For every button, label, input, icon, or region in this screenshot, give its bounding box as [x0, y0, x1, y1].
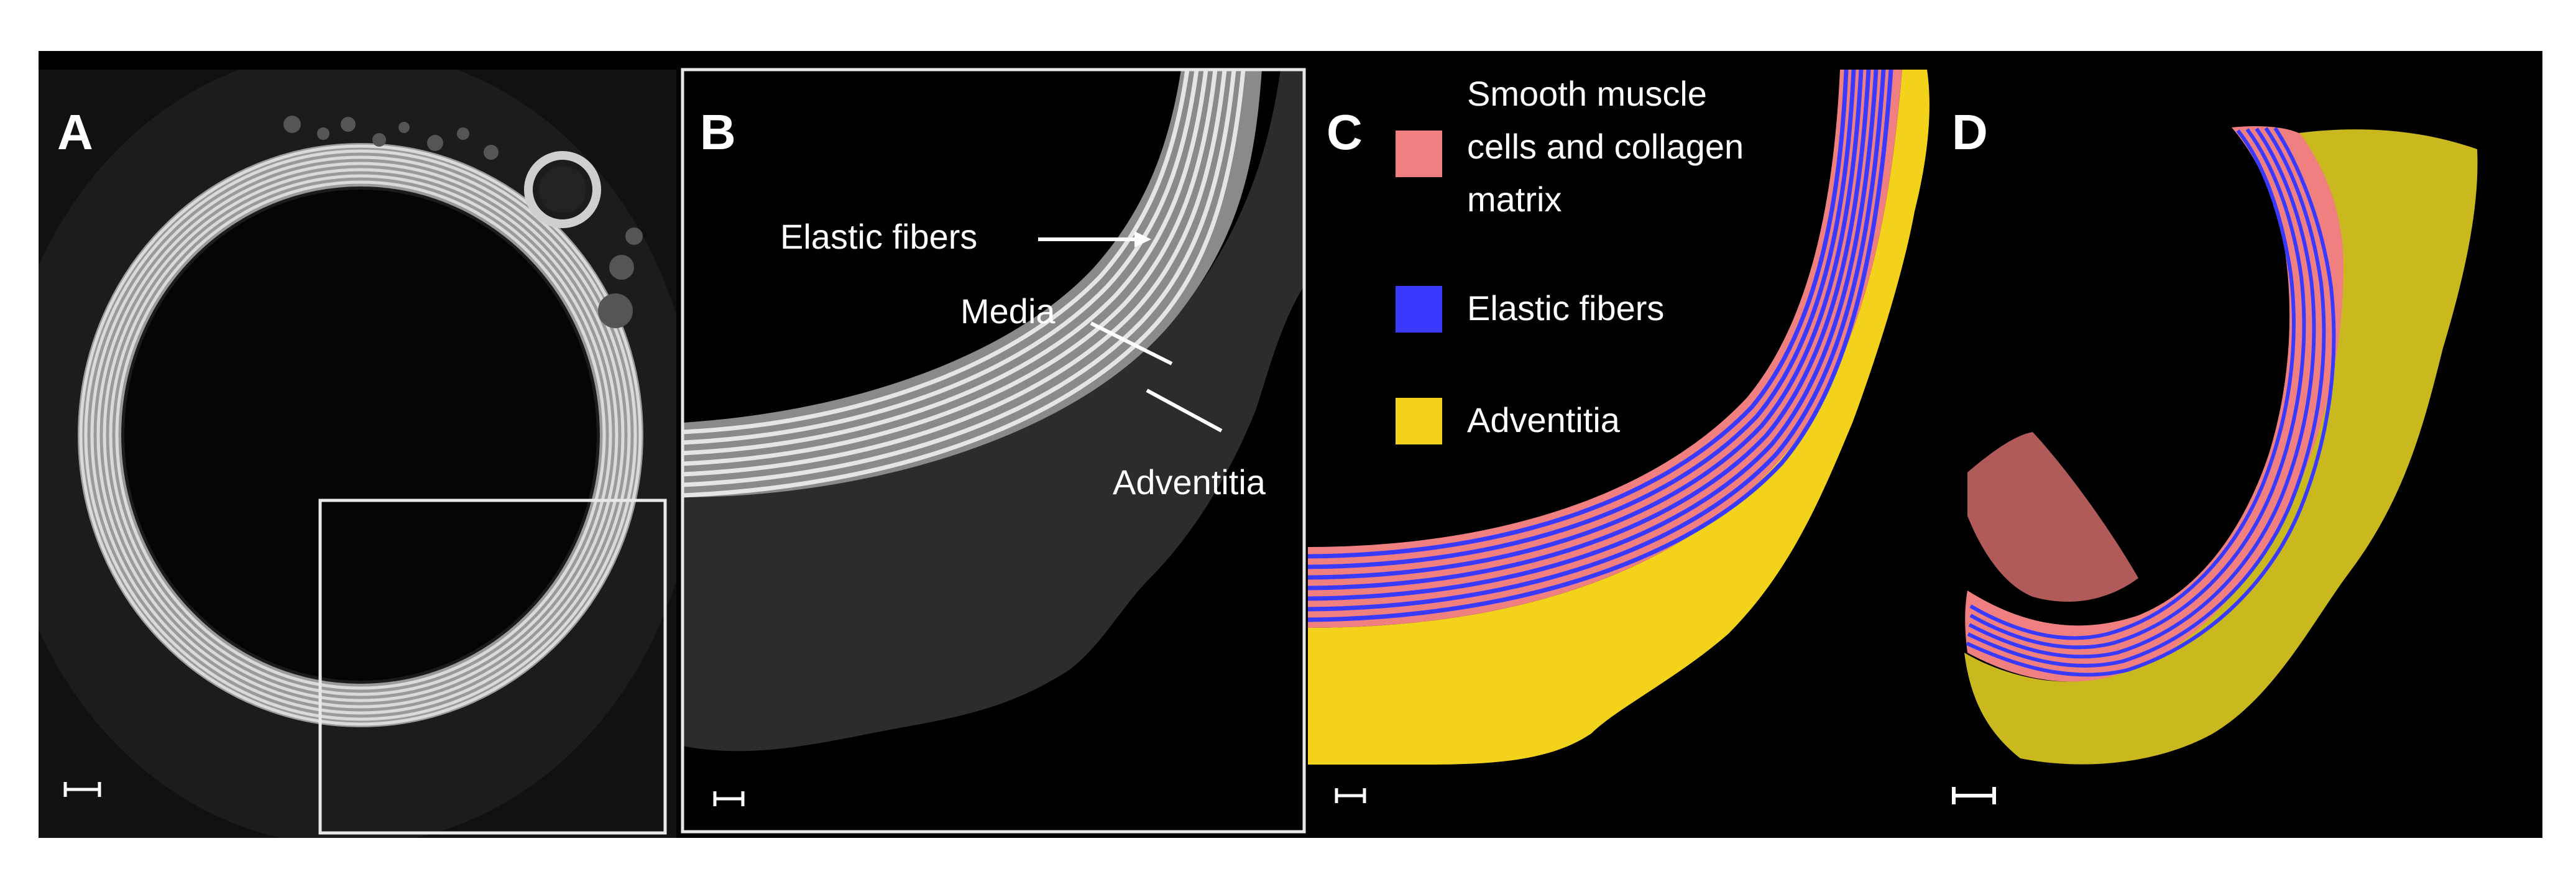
- legend-label-smooth-muscle-line2: cells and collagen: [1467, 127, 1744, 166]
- elastic-fibers-c: [1308, 69, 1893, 622]
- panel-c-letter: C: [1327, 104, 1363, 160]
- legend-swatch-adventitia: [1396, 398, 1442, 444]
- panel-d-letter: D: [1952, 104, 1988, 160]
- panel-a-letter: A: [57, 104, 93, 160]
- cut-face-d: [1967, 432, 2138, 602]
- legend-swatch-elastic-fibers: [1396, 286, 1442, 333]
- elastic-lamellae-a: [79, 144, 642, 726]
- legend-label-smooth-muscle-line1: Smooth muscle: [1467, 74, 1707, 113]
- panel-b: [683, 70, 1304, 838]
- legend-label-smooth-muscle-line3: matrix: [1467, 180, 1562, 219]
- annotation-elastic-fibers: Elastic fibers: [780, 217, 977, 256]
- legend-c: Smooth muscle cells and collagen matrix …: [1396, 74, 1744, 444]
- scale-bar-b: [713, 791, 745, 806]
- scale-bar-a: [63, 782, 101, 797]
- legend-label-elastic-fibers: Elastic fibers: [1467, 288, 1664, 328]
- panel-a: [39, 70, 676, 838]
- media-region-b: [683, 70, 1262, 497]
- elastic-fibers-d: [1966, 127, 2336, 677]
- annotation-media: Media: [960, 292, 1056, 331]
- surrounding-tissue: [283, 116, 643, 328]
- annotation-adventitia: Adventitia: [1113, 462, 1266, 502]
- media-3d-d: [1965, 126, 2344, 682]
- adventitia-3d-d: [1964, 129, 2478, 765]
- lumen: [124, 190, 597, 681]
- scale-bar-d: [1952, 787, 1996, 804]
- legend-swatch-smooth-muscle: [1396, 131, 1442, 177]
- panel-c: [1308, 51, 1933, 838]
- elastic-lamellae-b: [683, 70, 1246, 498]
- adventitia-region-b: [683, 70, 1304, 752]
- annotation-lines-b: [1038, 231, 1223, 433]
- panel-d: [1933, 51, 2542, 838]
- small-vessel: [524, 151, 601, 228]
- panel-b-frame: [681, 68, 1306, 834]
- zoom-region-box: [318, 499, 667, 835]
- legend-label-adventitia: Adventitia: [1467, 400, 1621, 439]
- panel-b-letter: B: [700, 104, 736, 160]
- scale-bar-c: [1335, 788, 1366, 803]
- adventitia-segment-c: [1308, 70, 1930, 765]
